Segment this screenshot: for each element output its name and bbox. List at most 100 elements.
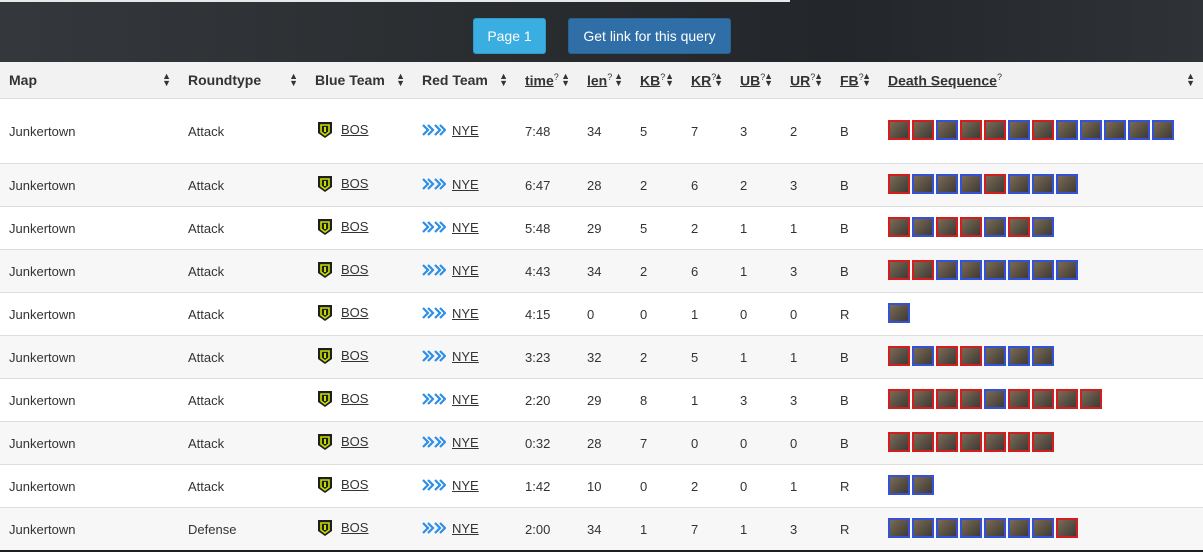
red-team-link[interactable]: NYE: [422, 349, 479, 364]
hero-portrait-icon[interactable]: [1008, 120, 1030, 140]
hero-portrait-icon[interactable]: [1032, 518, 1054, 538]
hero-portrait-icon[interactable]: [912, 432, 934, 452]
hero-portrait-icon[interactable]: [1032, 346, 1054, 366]
blue-team-link[interactable]: BOS: [315, 174, 368, 194]
hero-portrait-icon[interactable]: [1056, 518, 1078, 538]
hero-portrait-icon[interactable]: [936, 518, 958, 538]
help-icon[interactable]: ?: [711, 71, 717, 82]
hero-portrait-icon[interactable]: [936, 217, 958, 237]
hero-portrait-icon[interactable]: [1008, 432, 1030, 452]
sort-icon[interactable]: ▲ ▼: [714, 71, 723, 88]
help-icon[interactable]: ?: [607, 71, 613, 82]
sort-icon[interactable]: ▲ ▼: [499, 71, 508, 88]
hero-portrait-icon[interactable]: [936, 346, 958, 366]
help-icon[interactable]: ?: [810, 71, 816, 82]
sort-icon[interactable]: ▲ ▼: [289, 71, 298, 88]
hero-portrait-icon[interactable]: [888, 174, 910, 194]
hero-portrait-icon[interactable]: [1056, 120, 1078, 140]
hero-portrait-icon[interactable]: [1008, 518, 1030, 538]
hero-portrait-icon[interactable]: [936, 174, 958, 194]
sort-icon[interactable]: ▲ ▼: [1186, 71, 1195, 88]
red-team-link[interactable]: NYE: [422, 263, 479, 278]
blue-team-link[interactable]: BOS: [315, 120, 368, 140]
hero-portrait-icon[interactable]: [960, 518, 982, 538]
page-1-button[interactable]: Page 1: [473, 18, 546, 54]
blue-team-link[interactable]: BOS: [315, 346, 368, 366]
blue-team-link[interactable]: BOS: [315, 475, 368, 495]
hero-portrait-icon[interactable]: [984, 518, 1006, 538]
hero-portrait-icon[interactable]: [1032, 389, 1054, 409]
hero-portrait-icon[interactable]: [912, 120, 934, 140]
hero-portrait-icon[interactable]: [1008, 260, 1030, 280]
hero-portrait-icon[interactable]: [888, 303, 910, 323]
hero-portrait-icon[interactable]: [1152, 120, 1174, 140]
hero-portrait-icon[interactable]: [912, 475, 934, 495]
help-icon[interactable]: ?: [858, 71, 864, 82]
hero-portrait-icon[interactable]: [936, 260, 958, 280]
sort-icon[interactable]: ▲ ▼: [614, 71, 623, 88]
red-team-link[interactable]: NYE: [422, 521, 479, 536]
col-red-team[interactable]: Red Team ▲ ▼: [413, 62, 516, 99]
blue-team-link[interactable]: BOS: [315, 432, 368, 452]
help-icon[interactable]: ?: [760, 71, 766, 82]
red-team-link[interactable]: NYE: [422, 435, 479, 450]
hero-portrait-icon[interactable]: [984, 260, 1006, 280]
hero-portrait-icon[interactable]: [1032, 217, 1054, 237]
hero-portrait-icon[interactable]: [960, 260, 982, 280]
hero-portrait-icon[interactable]: [984, 346, 1006, 366]
hero-portrait-icon[interactable]: [912, 346, 934, 366]
hero-portrait-icon[interactable]: [1056, 389, 1078, 409]
hero-portrait-icon[interactable]: [960, 389, 982, 409]
sort-icon[interactable]: ▲ ▼: [162, 71, 171, 88]
hero-portrait-icon[interactable]: [984, 217, 1006, 237]
hero-portrait-icon[interactable]: [1032, 432, 1054, 452]
red-team-link[interactable]: NYE: [422, 392, 479, 407]
hero-portrait-icon[interactable]: [1032, 120, 1054, 140]
hero-portrait-icon[interactable]: [960, 174, 982, 194]
hero-portrait-icon[interactable]: [1056, 260, 1078, 280]
hero-portrait-icon[interactable]: [888, 217, 910, 237]
hero-portrait-icon[interactable]: [912, 217, 934, 237]
col-time[interactable]: time? ▲ ▼: [516, 62, 578, 99]
hero-portrait-icon[interactable]: [1056, 174, 1078, 194]
hero-portrait-icon[interactable]: [888, 120, 910, 140]
col-len[interactable]: len? ▲ ▼: [578, 62, 631, 99]
col-ur[interactable]: UR? ▲ ▼: [781, 62, 831, 99]
hero-portrait-icon[interactable]: [1080, 389, 1102, 409]
sort-icon[interactable]: ▲ ▼: [814, 71, 823, 88]
hero-portrait-icon[interactable]: [1008, 389, 1030, 409]
hero-portrait-icon[interactable]: [960, 432, 982, 452]
hero-portrait-icon[interactable]: [1032, 174, 1054, 194]
hero-portrait-icon[interactable]: [912, 174, 934, 194]
hero-portrait-icon[interactable]: [984, 389, 1006, 409]
sort-icon[interactable]: ▲ ▼: [862, 71, 871, 88]
col-death-sequence[interactable]: Death Sequence? ▲ ▼: [879, 62, 1203, 99]
sort-icon[interactable]: ▲ ▼: [665, 71, 674, 88]
hero-portrait-icon[interactable]: [960, 217, 982, 237]
hero-portrait-icon[interactable]: [936, 389, 958, 409]
hero-portrait-icon[interactable]: [888, 475, 910, 495]
col-roundtype[interactable]: Roundtype ▲ ▼: [179, 62, 306, 99]
col-kr[interactable]: KR? ▲ ▼: [682, 62, 731, 99]
sort-icon[interactable]: ▲ ▼: [764, 71, 773, 88]
sort-icon[interactable]: ▲ ▼: [396, 71, 405, 88]
help-icon[interactable]: ?: [553, 71, 559, 82]
help-icon[interactable]: ?: [996, 71, 1002, 82]
col-fb[interactable]: FB? ▲ ▼: [831, 62, 879, 99]
hero-portrait-icon[interactable]: [912, 260, 934, 280]
hero-portrait-icon[interactable]: [1080, 120, 1102, 140]
red-team-link[interactable]: NYE: [422, 177, 479, 192]
hero-portrait-icon[interactable]: [912, 518, 934, 538]
col-ub[interactable]: UB? ▲ ▼: [731, 62, 781, 99]
hero-portrait-icon[interactable]: [1032, 260, 1054, 280]
hero-portrait-icon[interactable]: [1104, 120, 1126, 140]
hero-portrait-icon[interactable]: [960, 346, 982, 366]
hero-portrait-icon[interactable]: [888, 432, 910, 452]
blue-team-link[interactable]: BOS: [315, 303, 368, 323]
blue-team-link[interactable]: BOS: [315, 217, 368, 237]
red-team-link[interactable]: NYE: [422, 220, 479, 235]
hero-portrait-icon[interactable]: [984, 174, 1006, 194]
blue-team-link[interactable]: BOS: [315, 389, 368, 409]
blue-team-link[interactable]: BOS: [315, 260, 368, 280]
help-icon[interactable]: ?: [660, 71, 666, 82]
